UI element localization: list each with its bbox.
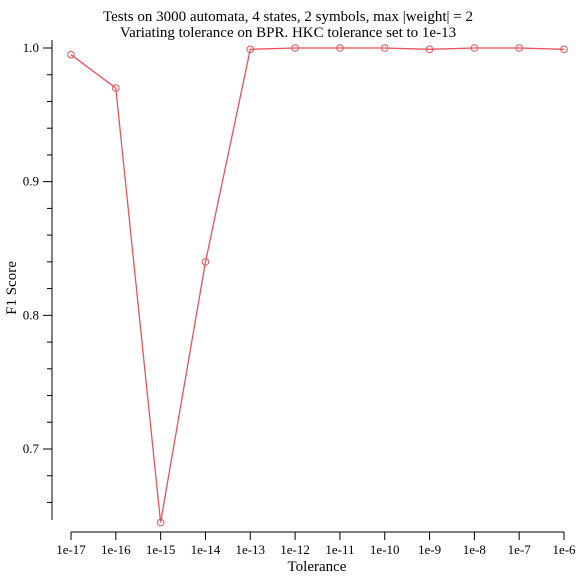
x-tick-label: 1e-12 xyxy=(280,542,310,557)
x-tick-label: 1e-7 xyxy=(508,542,532,557)
chart-title: Tests on 3000 automata, 4 states, 2 symb… xyxy=(103,9,473,25)
data-point-1e-13 xyxy=(246,45,255,54)
x-tick-label: 1e-14 xyxy=(191,542,221,557)
data-point-1e-12 xyxy=(291,44,299,52)
chart-subtitle: Variating tolerance on BPR. HKC toleranc… xyxy=(120,25,456,41)
data-point-1e-7 xyxy=(515,44,523,52)
x-tick-label: 1e-9 xyxy=(418,542,441,557)
y-tick-label: 1.0 xyxy=(23,40,39,55)
data-point-1e-6 xyxy=(560,45,568,54)
x-tick-label: 1e-10 xyxy=(370,542,400,557)
y-axis: 1.0 0.9 0.8 0.7 xyxy=(23,40,53,520)
y-tick-label: 0.7 xyxy=(23,441,40,456)
series-line xyxy=(67,44,568,527)
data-point-1e-8 xyxy=(470,44,479,52)
x-axis: 1e-17 1e-16 1e-15 1e-14 1e-13 1e-12 1e-11 1e-10… xyxy=(56,531,576,557)
x-axis-label: Tolerance xyxy=(288,559,347,575)
data-point-1e-11 xyxy=(336,44,344,52)
y-tick-label: 0.9 xyxy=(23,174,39,189)
data-point-1e-14 xyxy=(201,258,210,266)
data-point-1e-17 xyxy=(67,50,75,59)
y-axis-label: F1 Score xyxy=(4,261,20,315)
data-point-1e-10 xyxy=(380,44,389,52)
data-point-1e-9 xyxy=(425,45,434,54)
x-tick-label: 1e-8 xyxy=(463,542,486,557)
data-point-1e-16 xyxy=(112,84,120,92)
series-path xyxy=(70,47,565,523)
x-tick-label: 1e-16 xyxy=(101,542,131,557)
data-point-1e-15 xyxy=(156,518,165,527)
x-tick-label: 1e-13 xyxy=(235,542,265,557)
x-tick-label: 1e-17 xyxy=(56,542,86,557)
y-tick-label: 0.8 xyxy=(23,307,39,322)
x-tick-label: 1e-11 xyxy=(325,542,354,557)
x-tick-label: 1e-6 xyxy=(552,542,576,557)
x-tick-label: 1e-15 xyxy=(146,542,176,557)
